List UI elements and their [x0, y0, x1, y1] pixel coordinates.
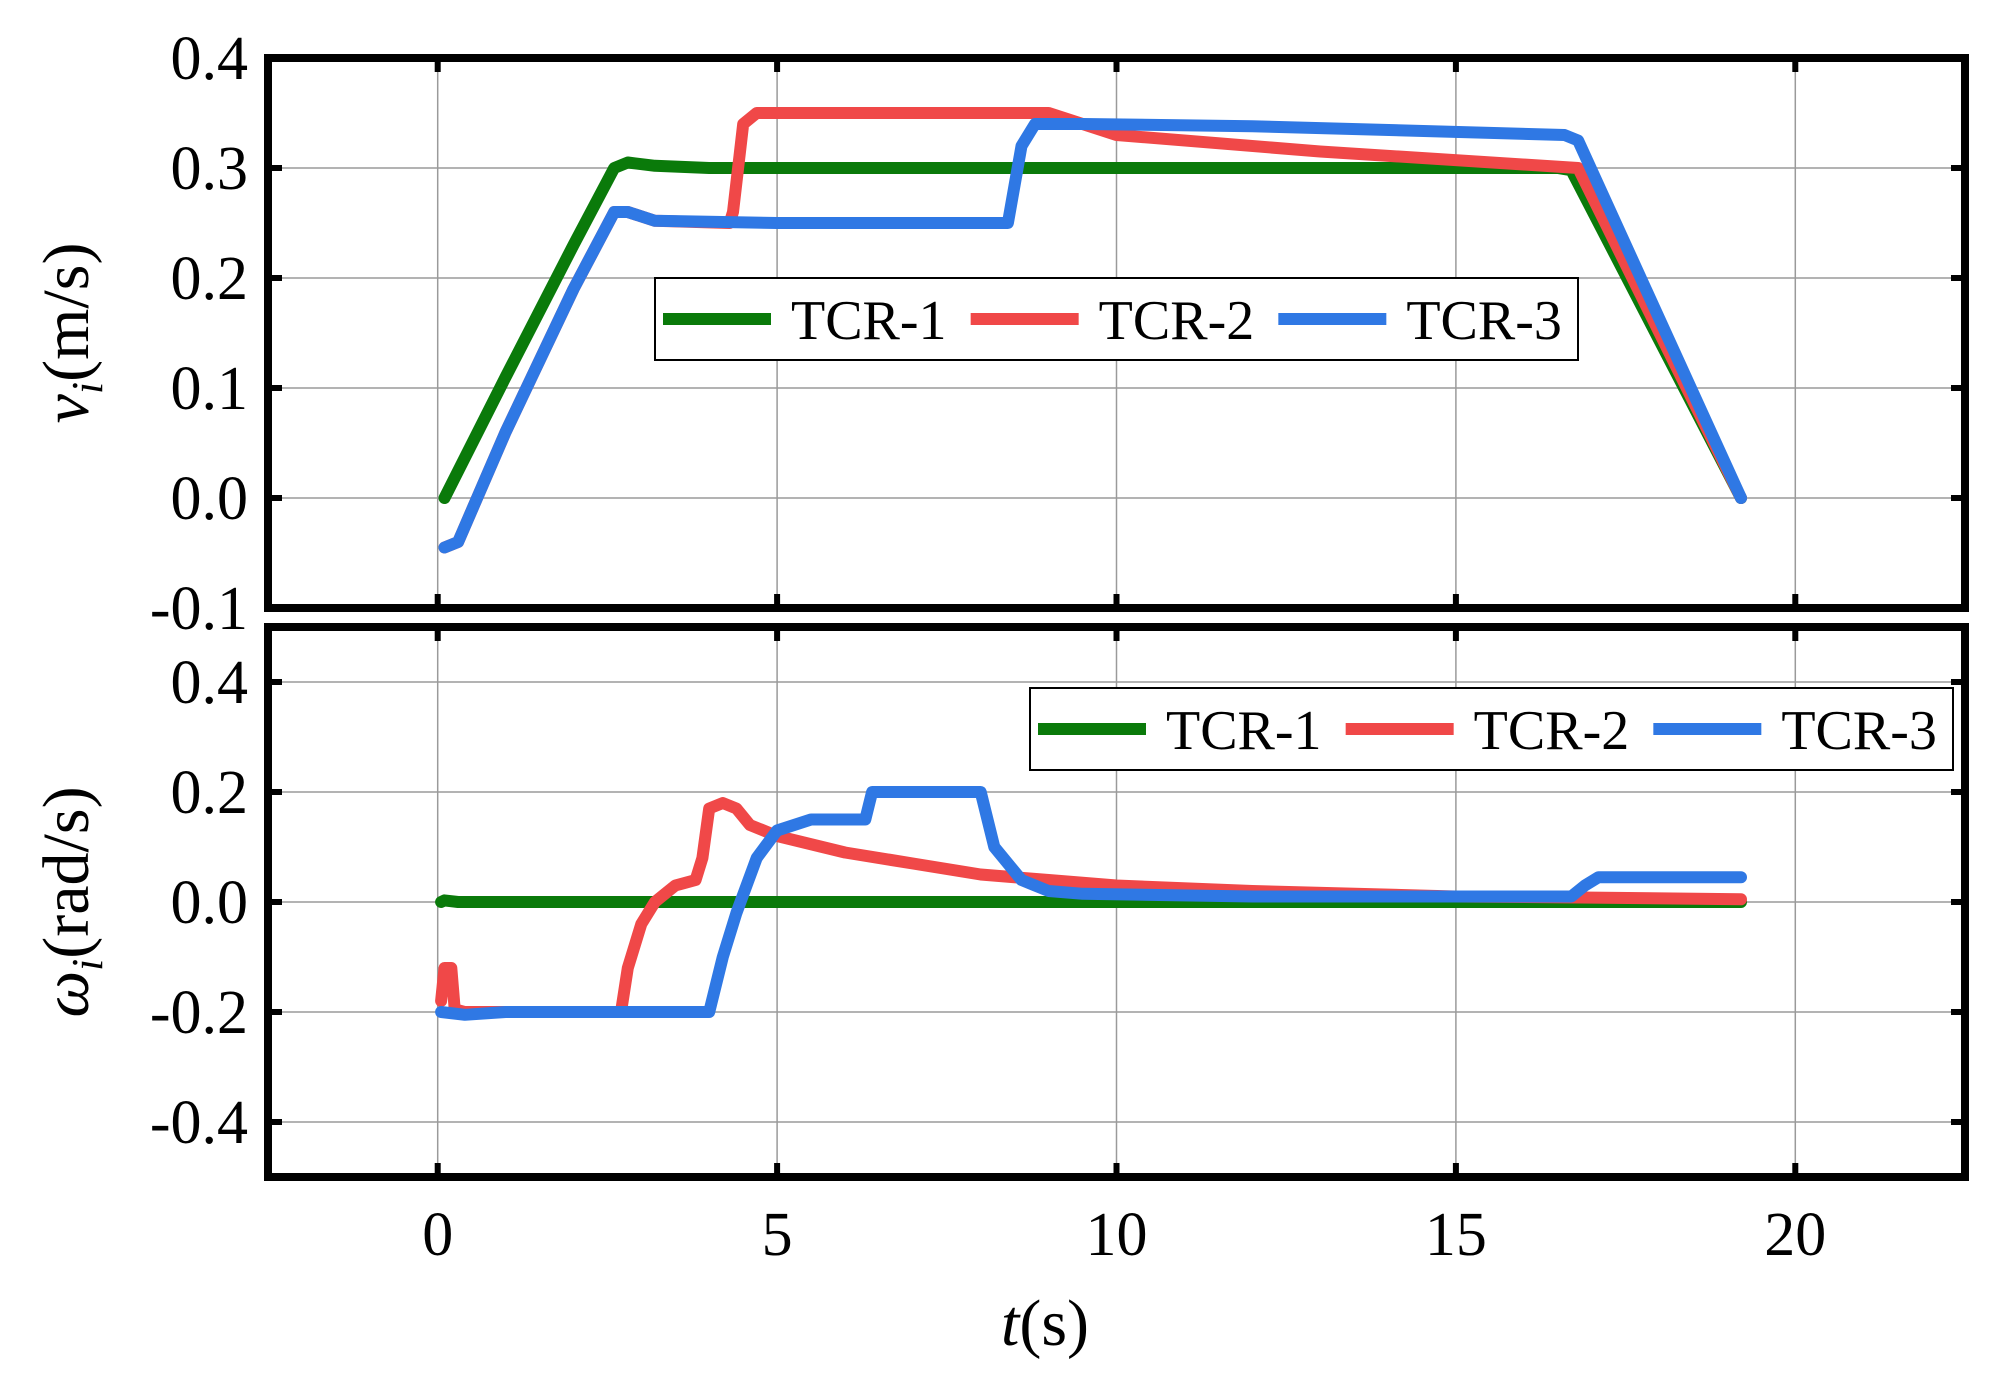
y-tick-label: 0.4	[171, 25, 249, 93]
x-tick-label: 0	[422, 1201, 453, 1269]
y-tick-label: 0.1	[171, 355, 249, 423]
legend-label-tcr-2: TCR-2	[1099, 290, 1255, 352]
legend-label-tcr-1: TCR-1	[1166, 700, 1322, 762]
series-line-tcr-1	[435, 894, 1747, 908]
x-axis-label: t(s)	[1001, 1287, 1089, 1360]
x-tick-label: 15	[1425, 1201, 1487, 1269]
legend-label-tcr-2: TCR-2	[1474, 700, 1630, 762]
y-tick-label: 0.2	[171, 759, 249, 827]
velocity-series-lines	[438, 107, 1747, 554]
angular-y-axis-label: ωi(rad/s)	[30, 786, 112, 1017]
legend-label-tcr-3: TCR-3	[1781, 700, 1937, 762]
series-line-tcr-3	[438, 118, 1747, 554]
y-tick-label: 0.0	[171, 869, 249, 937]
legend-box	[654, 277, 1579, 361]
x-tick-label: 10	[1086, 1201, 1148, 1269]
velocity-axis-ticks: -0.1 0.0 0.1 0.2 0.3 0.4	[150, 25, 1965, 643]
legend-label-tcr-3: TCR-3	[1406, 290, 1562, 352]
velocity-chart-panel: -0.1 0.0 0.1 0.2 0.3 0.4 TCR-1 TCR-2 TCR-3 vi(m…	[30, 25, 1969, 643]
angular-axis-ticks: 0 5 10 15 20 -0.4 -0.2 0.0 0.2 0.4	[150, 627, 1965, 1269]
y-tick-label: 0.4	[171, 649, 249, 717]
angular-legend: TCR-1 TCR-2 TCR-3	[1029, 687, 1954, 771]
angular-series-lines	[435, 786, 1747, 1021]
series-line-tcr-3	[435, 786, 1747, 1021]
x-tick-label: 20	[1764, 1201, 1826, 1269]
y-tick-label: 0.2	[171, 245, 249, 313]
y-tick-label: -0.1	[150, 575, 248, 643]
y-tick-label: 0.3	[171, 135, 249, 203]
angular-velocity-chart-panel: 0 5 10 15 20-0.4-0.20.00.20.4 TCR-1 TCR-2 TCR-…	[30, 623, 1969, 1360]
legend-label-tcr-1: TCR-1	[791, 290, 947, 352]
y-tick-label: -0.4	[150, 1089, 248, 1157]
velocity-legend: TCR-1 TCR-2 TCR-3	[654, 277, 1579, 361]
y-tick-label: 0.0	[171, 465, 249, 533]
y-tick-label: -0.2	[150, 979, 248, 1047]
velocity-y-axis-label: vi(m/s)	[30, 243, 112, 424]
legend-box	[1029, 687, 1954, 771]
x-tick-label: 5	[762, 1201, 793, 1269]
